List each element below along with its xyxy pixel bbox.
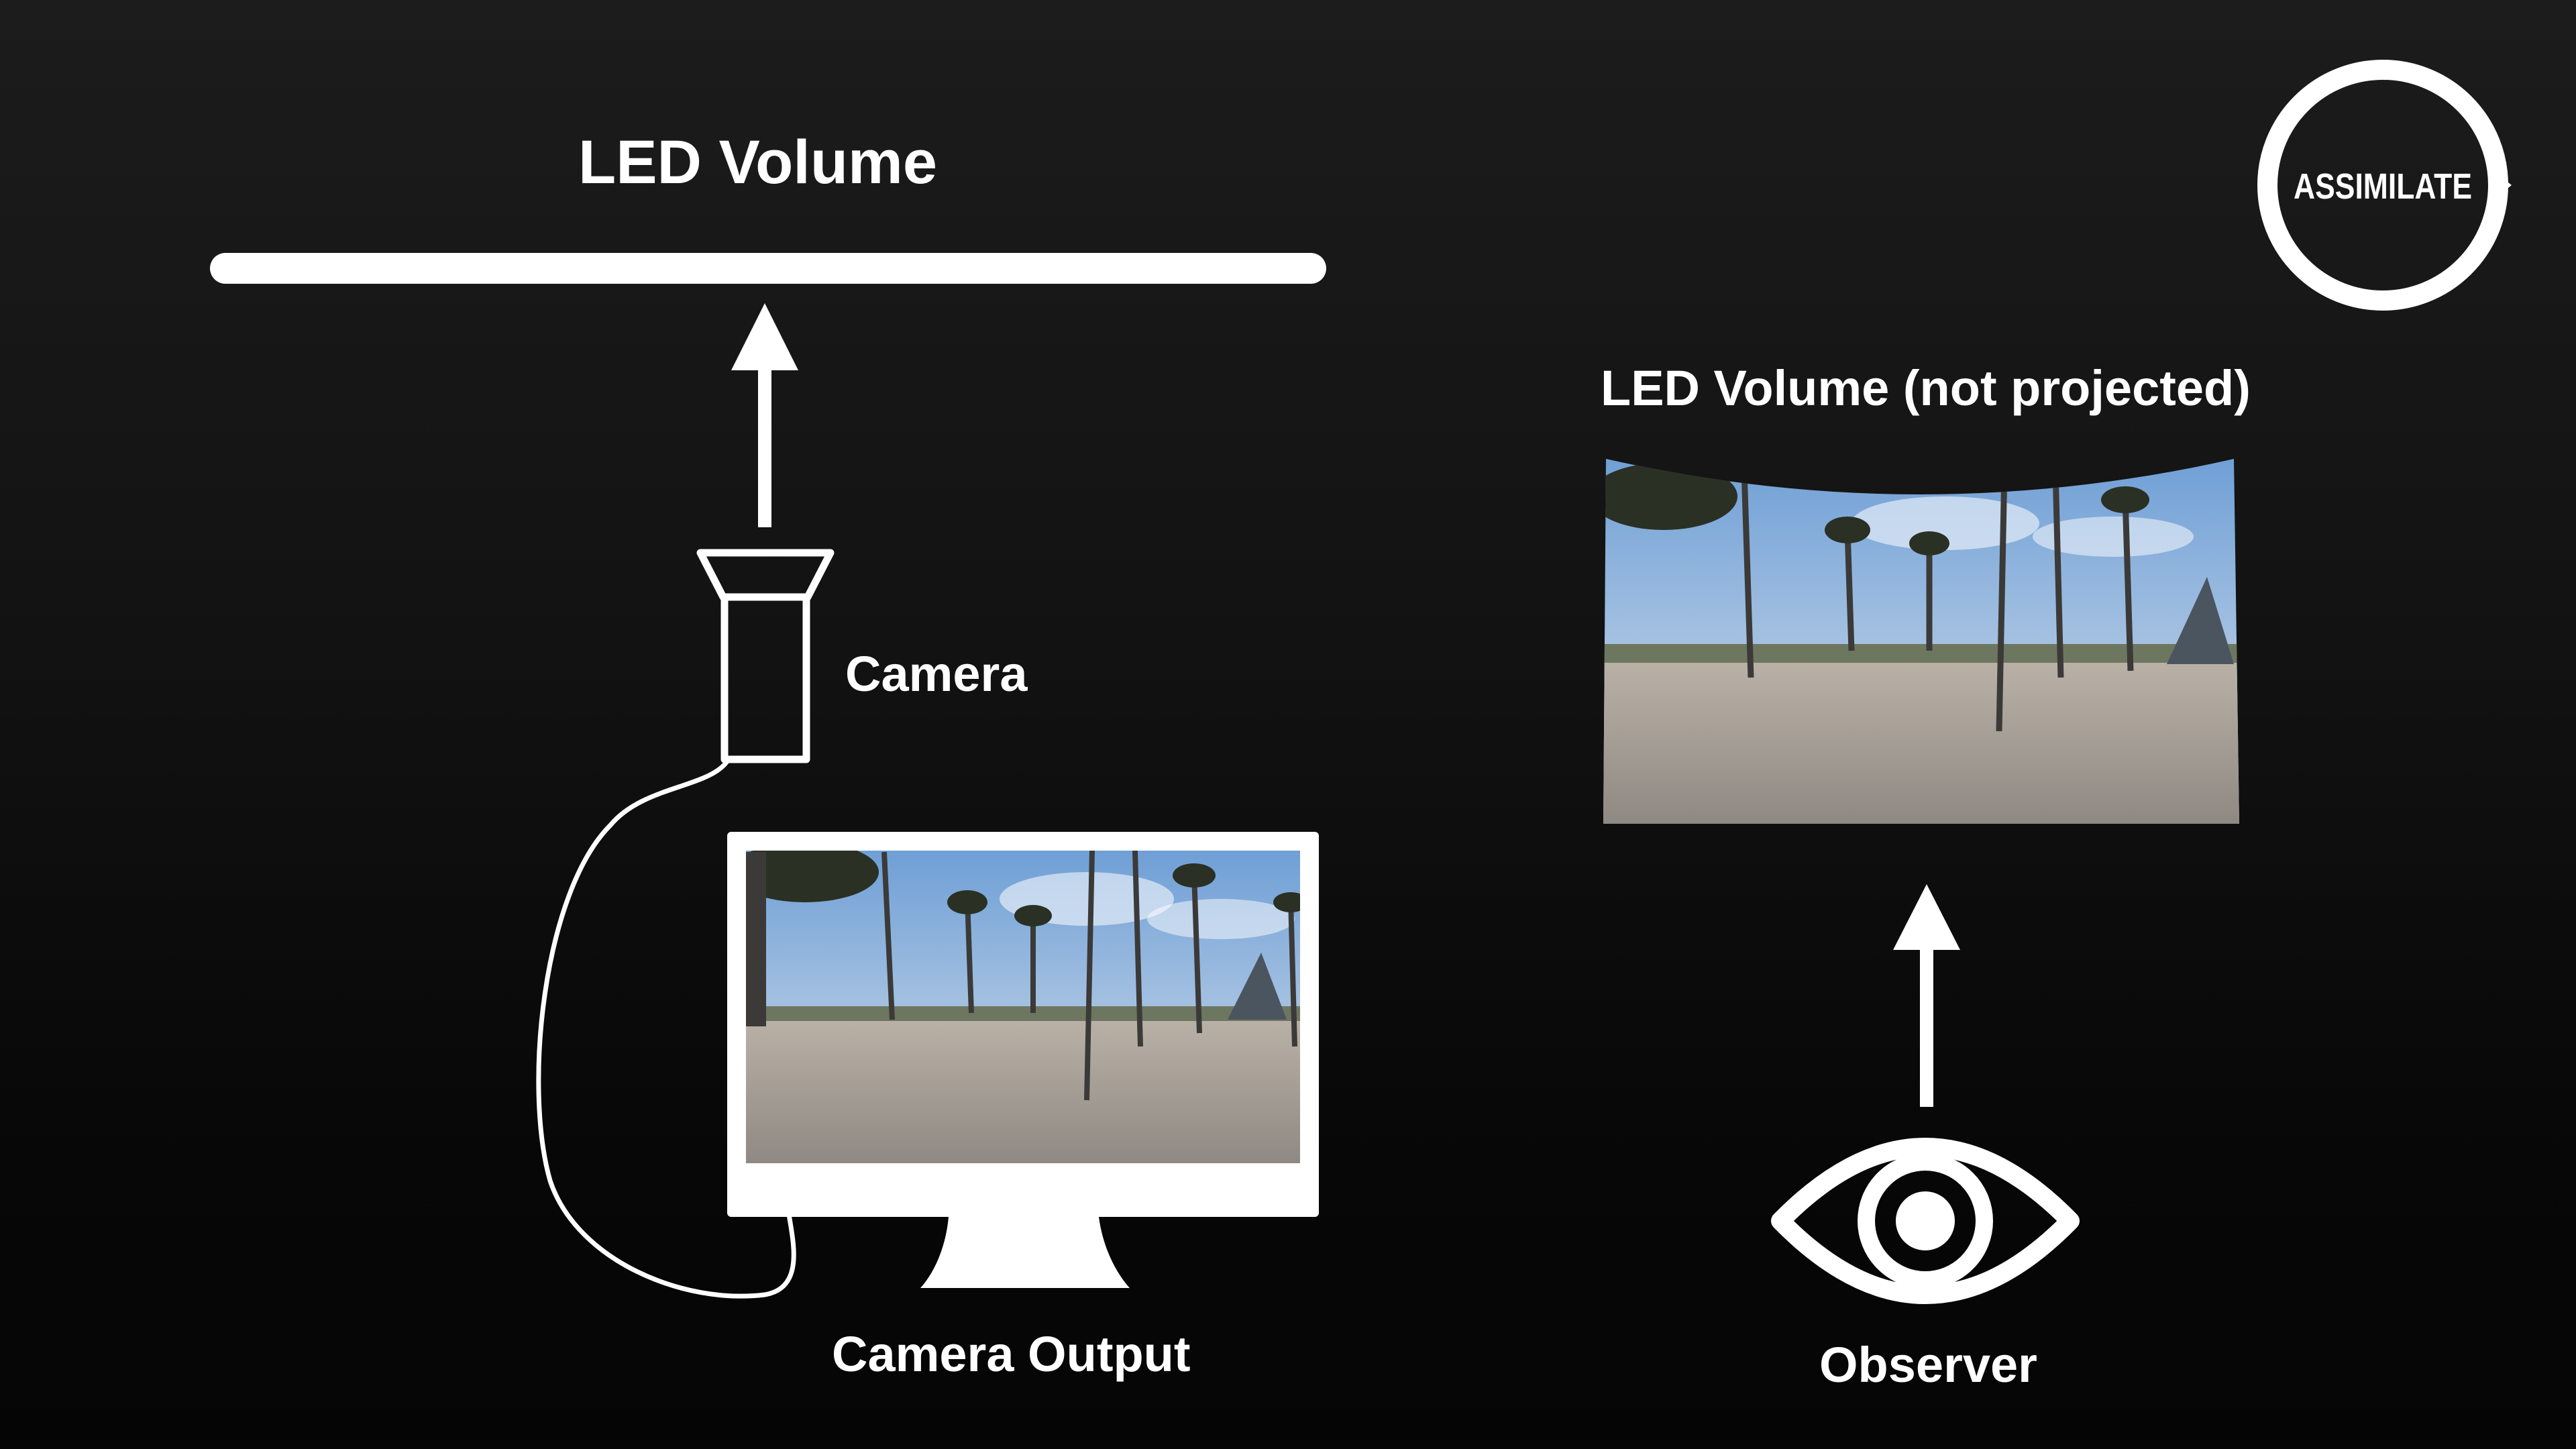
eye-icon xyxy=(1771,1138,2080,1304)
observer-label: Observer xyxy=(1819,1337,2037,1393)
led-volume-image xyxy=(1603,459,2239,824)
camera-icon xyxy=(696,549,835,763)
camera-cable xyxy=(536,757,796,1299)
assimilate-logo: ASSIMILATE xyxy=(2257,60,2512,311)
camera-output-label: Camera Output xyxy=(832,1326,1191,1382)
camera-label: Camera xyxy=(845,646,1028,702)
camera-output-image xyxy=(746,851,1300,1163)
led-volume-not-projected-label: LED Volume (not projected) xyxy=(1601,360,2251,416)
logo-text: ASSIMILATE xyxy=(2294,166,2472,207)
led-volume-title: LED Volume xyxy=(578,128,938,197)
camera-arrow-up-icon xyxy=(731,303,798,527)
observer-arrow-up-icon xyxy=(1893,884,1960,1107)
